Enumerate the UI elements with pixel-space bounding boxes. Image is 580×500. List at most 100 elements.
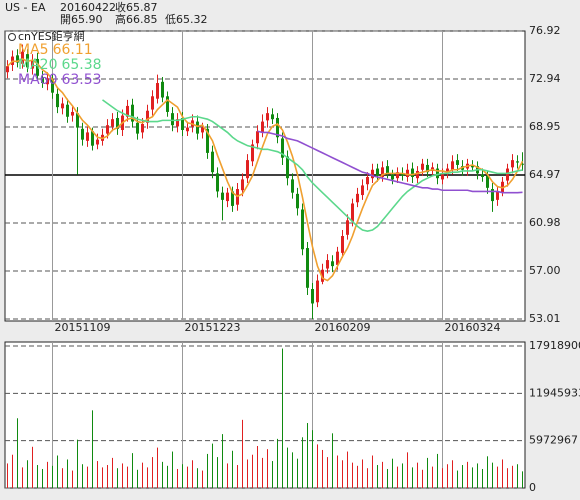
candle-body <box>366 176 369 185</box>
volume-bar <box>512 465 513 488</box>
candle-body <box>341 236 344 253</box>
volume-bar <box>232 450 233 488</box>
candle-body <box>381 167 384 177</box>
candle-body <box>371 169 374 179</box>
volume-bar <box>112 457 113 488</box>
candle-body <box>406 169 409 177</box>
candle-body <box>471 164 474 168</box>
candle-body <box>261 121 264 133</box>
candle-body <box>176 119 179 127</box>
candle-body <box>141 123 144 133</box>
volume-bar <box>27 460 28 488</box>
legend-value: 66.11 <box>53 42 93 58</box>
volume-bar <box>417 462 418 488</box>
candle-body <box>86 132 89 141</box>
candle-body <box>276 117 279 138</box>
volume-bar <box>412 467 413 488</box>
candle-body <box>386 166 389 174</box>
volume-bar <box>307 423 308 488</box>
candle-body <box>426 164 429 173</box>
candle-body <box>91 131 94 146</box>
volume-bar <box>317 444 318 488</box>
volume-bar <box>282 348 283 488</box>
candle-body <box>226 192 229 202</box>
volume-bar <box>377 465 378 488</box>
candle-body <box>256 131 259 144</box>
header-text: 收65.87 <box>115 0 158 14</box>
volume-bar <box>187 466 188 488</box>
volume-bar <box>442 468 443 488</box>
volume-bar <box>372 455 373 488</box>
volume-bar <box>422 469 423 488</box>
candle-body <box>316 280 319 303</box>
volume-bar <box>507 468 508 488</box>
volume-bar <box>447 464 448 488</box>
volume-bar <box>157 447 158 488</box>
candle-body <box>31 60 34 69</box>
candle-body <box>146 110 149 123</box>
x-tick-label: 20151223 <box>185 321 241 334</box>
candle-body <box>311 289 314 304</box>
header-text: 20160422 <box>60 1 116 14</box>
candle-body <box>351 203 354 222</box>
x-tick-label: 20160209 <box>315 321 371 334</box>
volume-bar <box>242 419 243 488</box>
candle-body <box>51 79 54 93</box>
volume-bar <box>102 467 103 488</box>
candle-body <box>181 117 184 131</box>
volume-bar <box>62 468 63 488</box>
candle-body <box>71 111 74 116</box>
volume-bar <box>67 459 68 488</box>
volume-bar <box>32 446 33 488</box>
volume-bar <box>347 451 348 488</box>
volume-bar <box>192 460 193 488</box>
volume-bar <box>267 449 268 488</box>
y-tick-label: 72.94 <box>529 72 561 85</box>
volume-bar <box>332 433 333 488</box>
candle-body <box>421 163 424 170</box>
volume-bar <box>392 458 393 488</box>
candle-body <box>96 139 99 145</box>
volume-bar <box>502 459 503 488</box>
volume-bar <box>167 465 168 488</box>
candle-body <box>6 66 9 73</box>
candle-body <box>331 261 334 267</box>
candle-body <box>436 168 439 179</box>
candle-body <box>301 209 304 250</box>
candle-body <box>126 105 129 117</box>
y-tick-label: 76.92 <box>529 24 561 37</box>
volume-bar <box>52 465 53 488</box>
y-tick-label: 64.97 <box>529 168 561 181</box>
candle-body <box>216 173 219 192</box>
volume-bar <box>87 466 88 488</box>
volume-bar <box>402 463 403 488</box>
volume-bar <box>432 466 433 488</box>
candle-body <box>66 104 69 117</box>
candle-body <box>136 122 139 134</box>
volume-bar <box>492 462 493 488</box>
volume-bar <box>397 466 398 488</box>
volume-bar <box>252 454 253 488</box>
volume-bar <box>487 456 488 488</box>
volume-bar <box>302 437 303 488</box>
volume-bar <box>477 463 478 488</box>
volume-bar <box>12 454 13 488</box>
candle-body <box>231 191 234 206</box>
ma-line <box>6 58 524 282</box>
candle-body <box>161 81 164 98</box>
candle-body <box>496 191 499 200</box>
ma-line <box>102 99 523 233</box>
candle-body <box>491 189 494 202</box>
candle-body <box>336 251 339 265</box>
candle-body <box>16 55 19 63</box>
volume-bar <box>427 457 428 488</box>
volume-bar <box>77 439 78 488</box>
volume-bar <box>207 453 208 488</box>
volume-bar <box>172 451 173 488</box>
candle-body <box>201 127 204 133</box>
volume-bar <box>297 458 298 488</box>
volume-bar <box>262 457 263 488</box>
volume-bar <box>337 455 338 488</box>
candle-body <box>481 174 484 177</box>
